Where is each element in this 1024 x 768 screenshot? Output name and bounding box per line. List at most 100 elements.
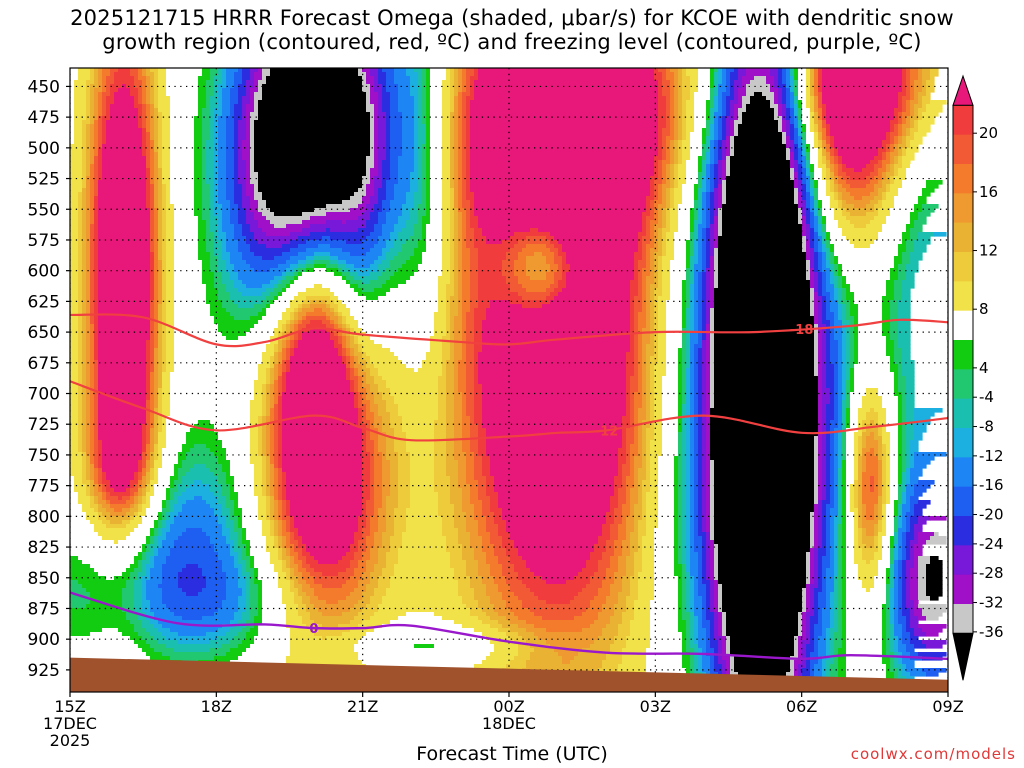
omega-cell [638, 324, 647, 329]
omega-cell [154, 276, 159, 281]
omega-cell [466, 172, 471, 177]
omega-cell [682, 80, 691, 85]
omega-cell [686, 120, 695, 125]
omega-cell [138, 96, 143, 101]
omega-cell [382, 108, 391, 113]
omega-cell [82, 208, 87, 213]
omega-cell [802, 152, 807, 157]
omega-cell [526, 288, 547, 293]
omega-cell [230, 256, 243, 261]
omega-cell [78, 208, 83, 213]
omega-cell [250, 316, 263, 321]
omega-cell [686, 132, 691, 137]
omega-cell [258, 100, 367, 105]
omega-cell [678, 132, 683, 137]
omega-cell [82, 296, 87, 301]
omega-cell [282, 288, 287, 293]
omega-cell [666, 68, 671, 73]
omega-cell [718, 252, 807, 257]
omega-cell [366, 72, 371, 77]
omega-cell [378, 124, 387, 129]
omega-cell [898, 244, 907, 249]
omega-cell [662, 160, 671, 165]
omega-cell [362, 280, 371, 285]
omega-cell [882, 224, 907, 229]
omega-cell [342, 248, 371, 253]
omega-cell [206, 236, 215, 241]
omega-cell [454, 148, 459, 153]
omega-cell [670, 80, 675, 85]
omega-cell [814, 216, 819, 221]
omega-cell [218, 152, 227, 157]
omega-cell [390, 96, 399, 101]
omega-cell [462, 80, 467, 85]
omega-cell [686, 180, 699, 185]
omega-cell [466, 148, 471, 153]
omega-cell [462, 284, 471, 289]
omega-cell [166, 328, 175, 333]
omega-cell [454, 168, 459, 173]
omega-cell [678, 104, 683, 109]
omega-cell [458, 284, 463, 289]
omega-cell [826, 168, 831, 173]
omega-cell [794, 120, 799, 125]
omega-cell [842, 192, 851, 197]
omega-cell [98, 164, 103, 169]
omega-cell [702, 160, 707, 165]
omega-cell [90, 224, 95, 229]
omega-cell [858, 320, 883, 325]
omega-cell [150, 136, 155, 141]
omega-cell [810, 212, 815, 217]
omega-cell [646, 208, 651, 213]
omega-cell [442, 176, 451, 181]
omega-cell [78, 228, 83, 233]
omega-cell [82, 212, 87, 217]
omega-cell [698, 292, 703, 297]
omega-cell [810, 236, 815, 241]
omega-cell [686, 288, 691, 293]
omega-cell [90, 120, 95, 125]
omega-cell [698, 208, 703, 213]
omega-cell [826, 176, 831, 181]
omega-cell [886, 132, 891, 137]
omega-cell [886, 168, 891, 173]
omega-cell [138, 124, 143, 129]
omega-cell [806, 192, 811, 197]
omega-cell [442, 136, 451, 141]
omega-cell [250, 112, 259, 117]
omega-cell [826, 148, 831, 153]
omega-cell [710, 164, 715, 169]
omega-cell [458, 236, 463, 241]
omega-cell [710, 264, 715, 269]
omega-cell [150, 304, 155, 309]
omega-cell [822, 220, 827, 225]
omega-cell [710, 160, 715, 165]
omega-cell [258, 104, 367, 109]
omega-cell [362, 68, 371, 73]
omega-cell [226, 248, 239, 253]
omega-cell [806, 84, 811, 89]
omega-cell [454, 76, 459, 81]
omega-cell [694, 200, 699, 205]
omega-cell [662, 264, 671, 269]
omega-cell [682, 152, 691, 157]
omega-cell [566, 280, 631, 285]
omega-cell [218, 104, 223, 109]
omega-cell [82, 184, 87, 189]
omega-cell [74, 140, 83, 145]
omega-cell [902, 236, 911, 241]
omega-cell [814, 92, 819, 97]
omega-cell [818, 96, 823, 101]
omega-cell [330, 308, 335, 313]
omega-cell [150, 96, 155, 101]
omega-cell [262, 72, 271, 77]
omega-cell [246, 108, 255, 113]
omega-cell [898, 132, 903, 137]
omega-cell [410, 84, 419, 89]
omega-cell [326, 264, 339, 269]
omega-cell [698, 260, 703, 265]
omega-cell [150, 116, 155, 121]
omega-cell [650, 308, 655, 313]
omega-cell [74, 88, 87, 93]
omega-cell [78, 260, 83, 265]
